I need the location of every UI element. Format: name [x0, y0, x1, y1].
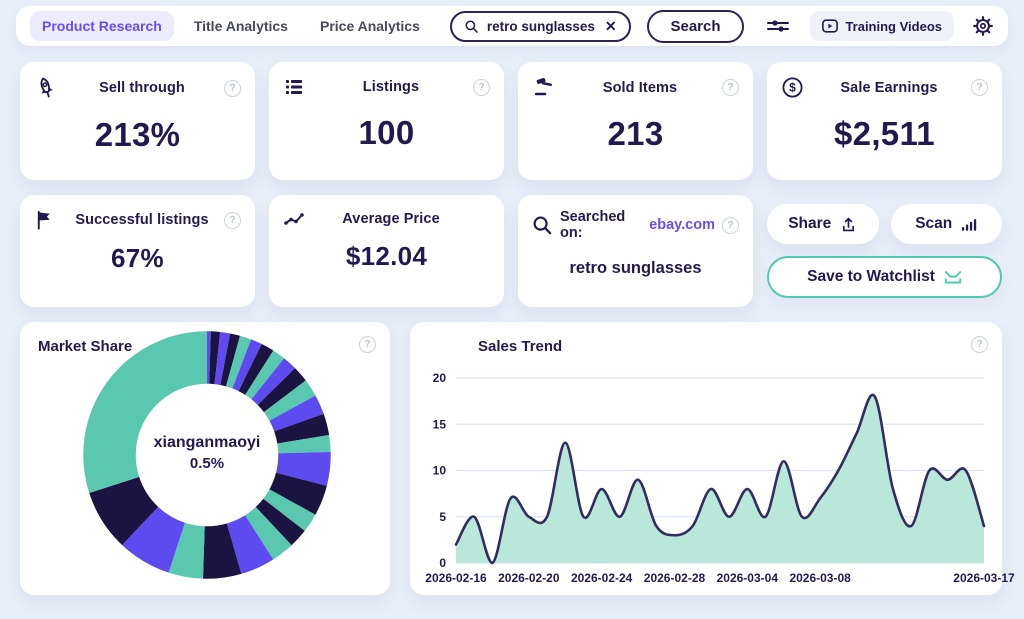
- help-icon[interactable]: ?: [359, 336, 376, 353]
- svg-text:5: 5: [439, 510, 446, 524]
- svg-text:2026-02-28: 2026-02-28: [644, 571, 706, 585]
- stat-title: Listings: [362, 79, 420, 95]
- settings-gear-icon[interactable]: [972, 15, 994, 37]
- search-input[interactable]: [486, 18, 597, 34]
- watchlist-inbox-icon: [944, 270, 962, 285]
- scan-label: Scan: [915, 215, 953, 232]
- dollar-circle-icon: $: [781, 76, 807, 99]
- svg-text:10: 10: [433, 464, 447, 478]
- list-icon: [283, 76, 309, 98]
- stat-value: 213%: [94, 116, 181, 153]
- clear-search-icon[interactable]: ✕: [604, 17, 617, 34]
- stat-card-successful-listings: Successful listings ? 67%: [20, 195, 255, 307]
- stat-value: $2,511: [834, 115, 935, 152]
- help-icon[interactable]: ?: [224, 211, 241, 229]
- stat-card-sell-through: Sell through ? 213%: [20, 62, 255, 180]
- share-label: Share: [788, 215, 832, 232]
- svg-text:2026-03-17: 2026-03-17: [953, 571, 1015, 585]
- training-videos-label: Training Videos: [845, 18, 942, 34]
- search-field[interactable]: ✕: [449, 10, 631, 42]
- stat-card-sale-earnings: $ Sale Earnings ? $2,511: [767, 62, 1002, 180]
- stat-value: $12.04: [345, 241, 428, 271]
- tab-price-analytics[interactable]: Price Analytics: [319, 18, 420, 34]
- svg-text:0: 0: [439, 556, 446, 570]
- market-share-title: Market Share: [38, 338, 133, 355]
- save-to-watchlist-label: Save to Watchlist: [807, 268, 935, 285]
- sales-trend-title: Sales Trend: [478, 338, 563, 355]
- stat-title: Average Price: [342, 211, 440, 227]
- signal-bars-icon: [961, 217, 977, 232]
- svg-text:2026-03-04: 2026-03-04: [717, 571, 779, 585]
- help-icon[interactable]: ?: [224, 79, 241, 97]
- training-videos-button[interactable]: Training Videos: [810, 11, 954, 41]
- magnifier-icon: [532, 215, 553, 236]
- search-icon: [464, 19, 479, 34]
- actions-column: Share Scan Save to Watchlist: [767, 195, 1002, 307]
- tab-title-analytics[interactable]: Title Analytics: [193, 18, 288, 34]
- help-icon[interactable]: ?: [473, 78, 490, 96]
- svg-text:$: $: [789, 81, 796, 95]
- sales-trend-area-chart[interactable]: 0 5 10 15 20 2026-02-16 2026-02-20 2026-02-24 20…: [418, 352, 1015, 587]
- stat-title: Sale Earnings: [840, 79, 938, 96]
- sales-trend-card: Sales Trend ? 0 5 10 15 20 2026-02-16 2026-02-…: [410, 322, 1015, 595]
- top-toolbar: Product Research Title Analytics Price A…: [16, 6, 1008, 46]
- svg-text:20: 20: [433, 371, 447, 385]
- help-icon[interactable]: ?: [722, 216, 739, 234]
- help-icon[interactable]: ?: [722, 79, 739, 96]
- rocket-icon: [34, 76, 60, 100]
- svg-text:2026-02-24: 2026-02-24: [571, 571, 633, 585]
- stat-card-average-price: Average Price $12.04: [269, 195, 504, 307]
- stat-value: 100: [358, 114, 415, 151]
- gavel-icon: [532, 76, 558, 99]
- stat-card-searched-on: Searched on: ebay.com ? retro sunglasses: [518, 195, 753, 307]
- searched-on-label: Searched on:: [560, 209, 626, 241]
- svg-text:2026-03-08: 2026-03-08: [789, 571, 851, 585]
- stat-title: Sell through: [99, 80, 185, 96]
- search-button[interactable]: Search: [646, 9, 745, 43]
- play-video-icon: [822, 19, 839, 33]
- share-button[interactable]: Share: [767, 204, 879, 244]
- tab-product-research[interactable]: Product Research: [30, 11, 174, 41]
- help-icon[interactable]: ?: [971, 336, 988, 353]
- trendline-icon: [283, 209, 309, 229]
- svg-text:2026-02-20: 2026-02-20: [498, 571, 560, 585]
- stat-card-sold-items: Sold Items ? 213: [518, 62, 753, 180]
- stat-value: 67%: [111, 243, 164, 273]
- flag-icon: [34, 209, 60, 231]
- filters-sliders-icon[interactable]: [766, 16, 790, 36]
- svg-text:2026-02-16: 2026-02-16: [425, 571, 487, 585]
- save-to-watchlist-button[interactable]: Save to Watchlist: [767, 256, 1002, 298]
- help-icon[interactable]: ?: [971, 79, 988, 96]
- stat-title: Successful listings: [75, 212, 209, 228]
- share-upload-icon: [840, 216, 857, 233]
- stat-title: Sold Items: [602, 79, 678, 96]
- scan-button[interactable]: Scan: [890, 204, 1002, 244]
- stat-value: 213: [607, 115, 664, 152]
- searched-query: retro sunglasses: [569, 259, 702, 277]
- stat-card-listings: Listings ? 100: [269, 62, 504, 180]
- stats-row-1: Sell through ? 213% Listings ? 100 Sold …: [20, 62, 1002, 180]
- market-share-card: Market Share ? xianganmaoyi 0.5%: [20, 322, 390, 595]
- stats-row-2: Successful listings ? 67% Average Price …: [20, 195, 1002, 307]
- searched-site-link[interactable]: ebay.com: [649, 217, 715, 233]
- svg-text:15: 15: [433, 417, 447, 431]
- market-share-donut-chart[interactable]: [82, 330, 332, 580]
